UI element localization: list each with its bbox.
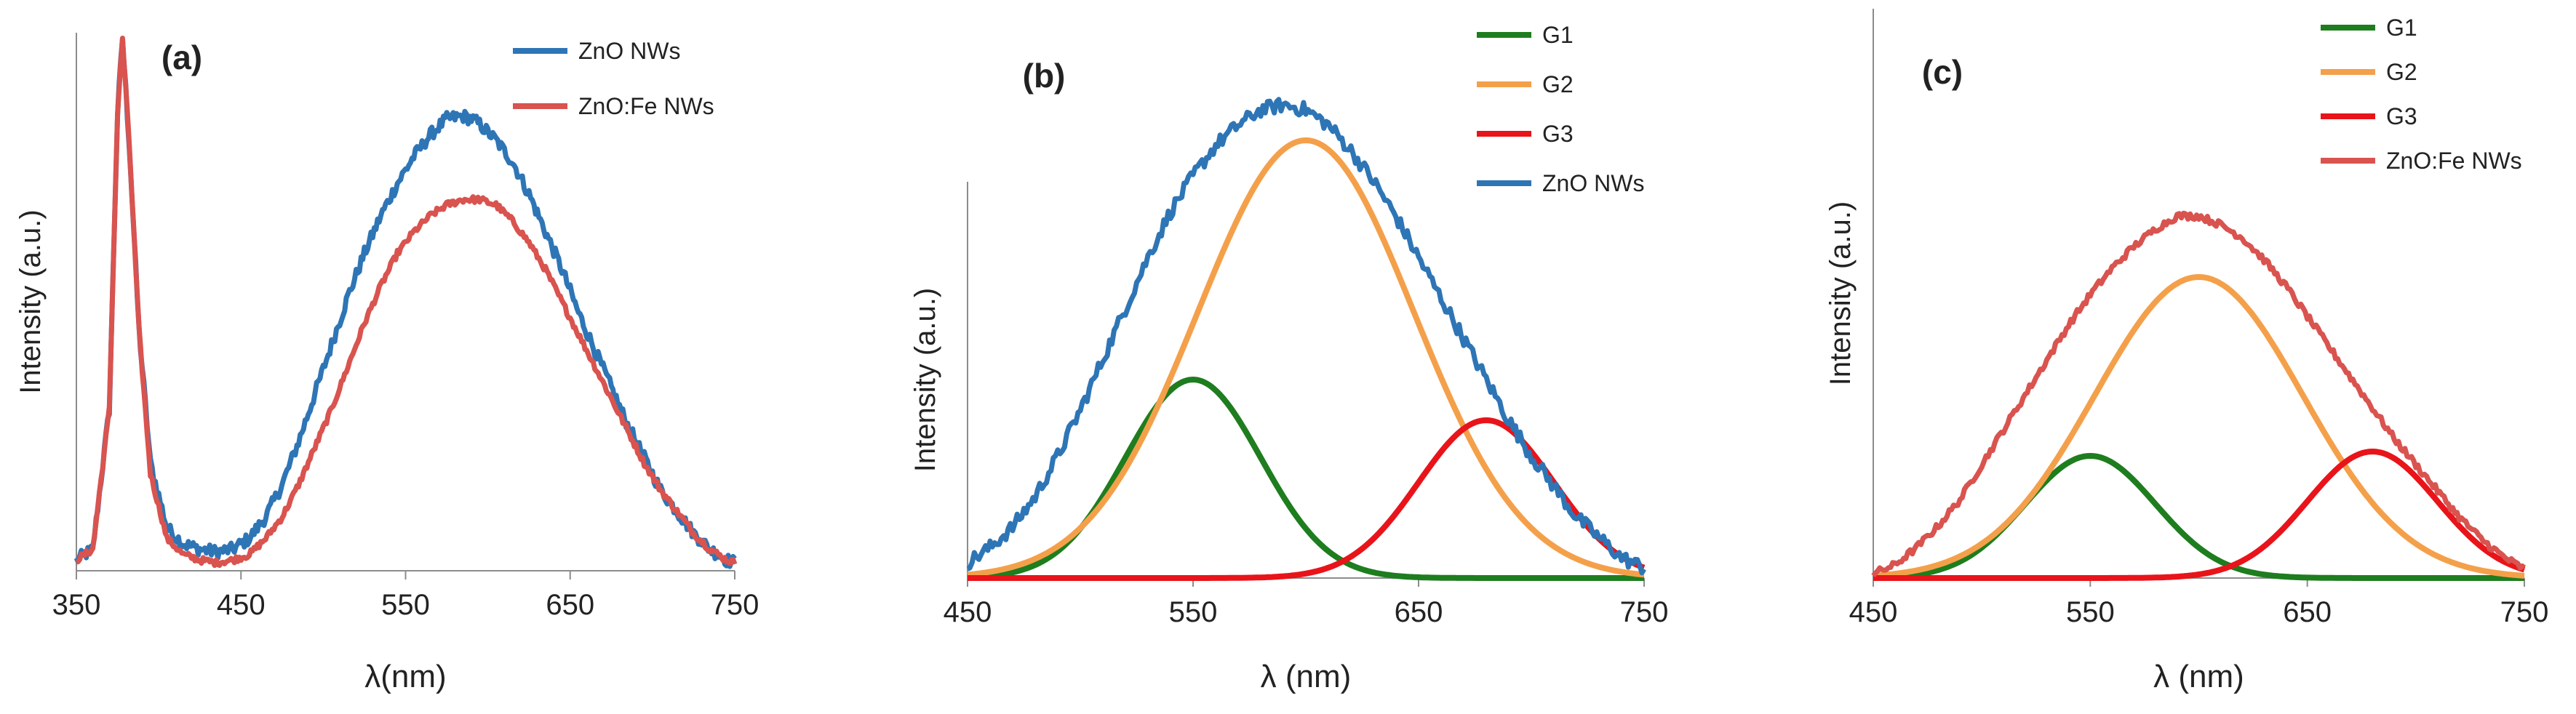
chart-a-x-tick-label: 350	[52, 589, 101, 621]
chart-b-x-tick-label: 750	[1620, 596, 1669, 628]
chart-c-x-tick-label: 650	[2283, 596, 2332, 628]
chart-c-x-tick-label: 450	[1849, 596, 1898, 628]
chart-c-y-axis-label: Intensity (a.u.)	[1825, 201, 1857, 385]
chart-a-series-zno-fe-nws	[75, 36, 738, 569]
chart-b-legend-label-g1: G1	[1542, 22, 1574, 48]
chart-b-series-zno-nws	[966, 97, 1646, 576]
chart-c-x-tick-label: 750	[2500, 596, 2549, 628]
chart-panel-a: 350 450 550 650 750 λ(nm) Intensity (a.u.) (a) Z…	[15, 33, 759, 694]
chart-b-legend-label-zno-nws: ZnO NWs	[1542, 170, 1644, 196]
chart-b-legend-label-g3: G3	[1542, 121, 1574, 147]
chart-a-x-tick-label: 750	[711, 589, 759, 621]
chart-b-series-g3	[967, 417, 1646, 581]
chart-a-x-tick-label: 450	[217, 589, 266, 621]
chart-a-legend-label-zno-nws: ZnO NWs	[578, 38, 680, 64]
chart-c-legend-label-g3: G3	[2386, 103, 2417, 129]
chart-b-x-tick-label: 650	[1395, 596, 1443, 628]
chart-c-series-zno-fe-nws	[1871, 210, 2527, 578]
chart-b-x-axis-label: λ (nm)	[1261, 659, 1352, 694]
chart-c-series-g3	[1873, 449, 2526, 581]
chart-a-x-axis-label: λ(nm)	[364, 659, 446, 694]
chart-c-panel-label: (c)	[1922, 53, 1963, 91]
chart-a-panel-label: (a)	[162, 39, 202, 76]
chart-a-x-tick-label: 550	[381, 589, 430, 621]
chart-panel-c: 450 550 650 750 λ (nm) Intensity (a.u.) (c) G1 G…	[1825, 9, 2549, 694]
chart-b-panel-label: (b)	[1023, 57, 1066, 95]
chart-a-legend-label-zno-fe-nws: ZnO:Fe NWs	[578, 93, 714, 119]
chart-b-x-tick-label: 450	[944, 596, 992, 628]
chart-c-legend-label-g2: G2	[2386, 59, 2417, 85]
chart-b-y-axis-label: Intensity (a.u.)	[909, 288, 941, 472]
chart-c-series-g1	[1873, 453, 2525, 581]
chart-c-legend-label-zno-fe-nws: ZnO:Fe NWs	[2386, 148, 2522, 174]
chart-b-x-tick-label: 550	[1169, 596, 1218, 628]
chart-b-legend-label-g2: G2	[1542, 71, 1574, 97]
chart-c-legend-label-g1: G1	[2386, 15, 2417, 41]
chart-panel-b: 450 550 650 750 λ (nm) Intensity (a.u.) (b) G1 G…	[909, 22, 1669, 694]
chart-b-series-g2	[967, 137, 1645, 578]
chart-c-x-tick-label: 550	[2066, 596, 2115, 628]
chart-a-x-tick-label: 650	[546, 589, 594, 621]
chart-c-series-g2	[1873, 274, 2525, 579]
chart-b-series-g1	[967, 377, 1645, 581]
chart-c-x-axis-label: λ (nm)	[2153, 659, 2244, 694]
chart-a-y-axis-label: Intensity (a.u.)	[15, 209, 47, 393]
